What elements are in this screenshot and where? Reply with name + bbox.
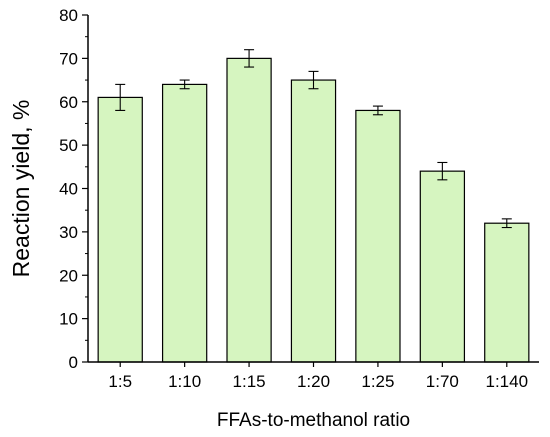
error-bar-1-5 [115, 83, 126, 111]
bar-1-5 [97, 96, 143, 363]
y-tick-label: 80 [59, 6, 78, 25]
x-tick-label: 1:140 [486, 372, 529, 391]
error-bar-1-25 [372, 105, 383, 116]
error-bar-1-15 [244, 49, 255, 68]
bar-1-140 [484, 222, 530, 363]
y-tick-label: 40 [59, 180, 78, 199]
x-axis-title: FFAs-to-methanol ratio [217, 410, 410, 431]
bar-1-20 [290, 79, 337, 363]
y-tick-label: 30 [59, 223, 78, 242]
y-ticks-group: 0 10 20 30 40 50 60 70 80 [59, 6, 88, 372]
error-bar-1-70 [437, 161, 448, 181]
bar-1-15 [226, 57, 272, 363]
error-bar-1-10 [179, 79, 190, 90]
x-ticks-group: 1:5 1:10 1:15 1:20 1:25 1:70 1:140 [108, 362, 528, 391]
y-tick-label: 70 [59, 49, 78, 68]
bar-1-70 [419, 170, 466, 363]
bar-1-25 [355, 109, 401, 363]
y-tick-label: 50 [59, 136, 78, 155]
x-tick-label: 1:25 [361, 372, 394, 391]
x-tick-label: 1:10 [168, 372, 201, 391]
error-bars-group [115, 49, 512, 229]
y-tick-label: 20 [59, 266, 78, 285]
x-tick-label: 1:15 [233, 372, 266, 391]
y-tick-label: 10 [59, 310, 78, 329]
error-bar-1-140 [501, 218, 512, 229]
x-tick-label: 1:70 [426, 372, 459, 391]
y-tick-label: 0 [69, 353, 78, 372]
bar-1-10 [161, 83, 208, 363]
x-tick-label: 1:20 [297, 372, 330, 391]
bars-group [97, 57, 530, 363]
y-tick-label: 60 [59, 93, 78, 112]
error-bar-1-20 [308, 70, 319, 90]
y-axis-title: Reaction yield, % [8, 100, 34, 278]
x-tick-label: 1:5 [108, 372, 132, 391]
